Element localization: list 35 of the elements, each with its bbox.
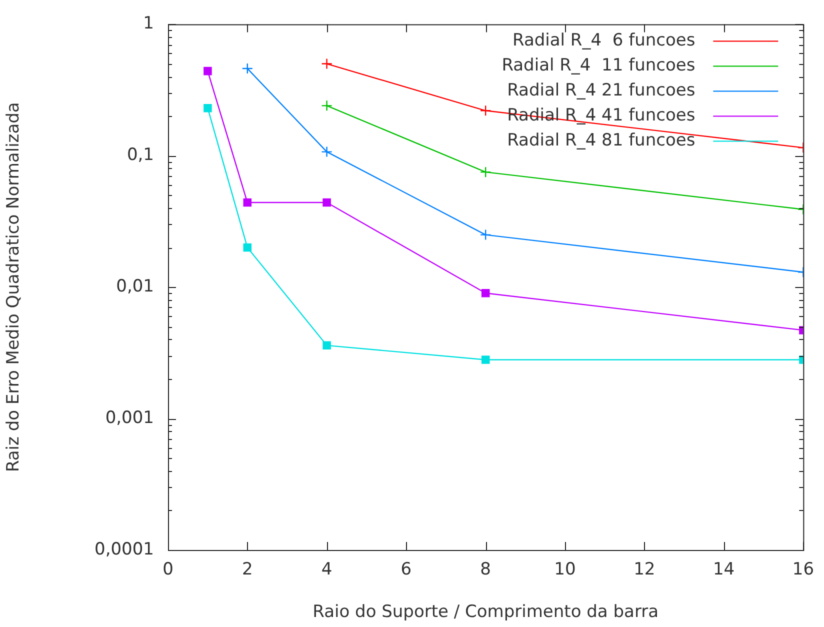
y-axis-title: Raiz do Erro Medio Quadratico Normalizada (4, 102, 24, 472)
x-tick-label: 16 (792, 560, 814, 580)
point (480, 105, 492, 116)
point (480, 229, 492, 240)
x-tick-label: 12 (634, 560, 656, 580)
point (242, 62, 253, 74)
point (243, 243, 252, 252)
x-tick-label: 14 (712, 560, 735, 580)
legend-label: Radial R_4 81 funcoes (507, 130, 696, 151)
point (243, 198, 252, 207)
point (321, 146, 332, 158)
legend-label: Radial R_4 11 funcoes (502, 56, 696, 76)
legend-label: Radial R_4 6 funcoes (512, 30, 696, 51)
x-tick-label: 10 (554, 560, 576, 580)
x-tick-label: 8 (480, 560, 492, 580)
y-tick-label: 0,0001 (94, 539, 154, 560)
y-tick-label: 1 (143, 14, 154, 34)
legend-label: Radial R_4 21 funcoes (507, 80, 696, 101)
y-tick-label: 0,01 (116, 276, 154, 297)
x-tick-label: 2 (242, 560, 253, 580)
point (480, 166, 492, 178)
y-tick-label: 0,001 (105, 408, 154, 428)
point (204, 66, 212, 76)
point (481, 356, 490, 364)
x-tick-label: 0 (162, 560, 174, 580)
point (322, 341, 331, 350)
point (481, 288, 490, 298)
point (321, 100, 332, 112)
y-tick-label: 0,1 (126, 145, 154, 166)
point (322, 198, 331, 207)
x-axis-title: Raio do Suporte / Comprimento da barra (312, 602, 659, 622)
point (204, 104, 212, 112)
x-tick-label: 4 (321, 560, 332, 580)
x-tick-label: 6 (400, 560, 412, 580)
point (321, 58, 332, 70)
